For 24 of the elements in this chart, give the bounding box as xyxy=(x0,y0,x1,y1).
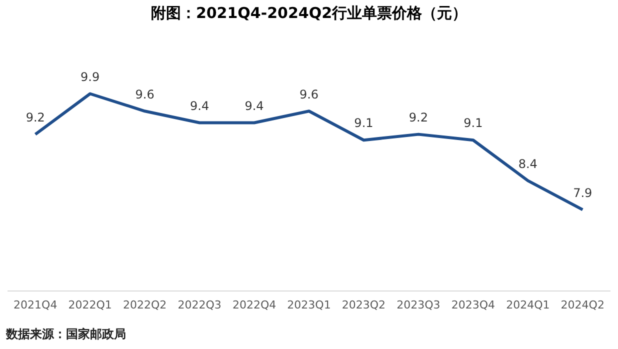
x-tick-label: 2023Q3 xyxy=(396,298,440,312)
x-tick-label: 2023Q2 xyxy=(342,298,386,312)
data-label: 7.9 xyxy=(573,186,592,200)
data-label: 9.2 xyxy=(408,110,428,124)
x-tick-label: 2024Q1 xyxy=(506,298,550,312)
chart-title: 附图：2021Q4-2024Q2行业单票价格（元） xyxy=(150,4,468,23)
x-tick-label: 2023Q1 xyxy=(287,298,331,312)
x-tick-label: 2024Q2 xyxy=(560,298,604,312)
data-label: 9.6 xyxy=(135,87,154,102)
data-label: 9.2 xyxy=(26,110,45,124)
x-tick-label: 2022Q1 xyxy=(68,298,112,312)
data-label: 9.4 xyxy=(244,98,264,113)
x-tick-label: 2021Q4 xyxy=(14,298,58,312)
data-label: 9.1 xyxy=(464,116,483,130)
x-tick-label: 2022Q4 xyxy=(232,298,276,312)
x-tick-label: 2022Q2 xyxy=(122,298,167,312)
x-tick-label: 2023Q4 xyxy=(451,298,496,312)
data-label: 9.9 xyxy=(80,70,100,84)
x-tick-label: 2022Q3 xyxy=(178,298,222,312)
data-label: 9.6 xyxy=(299,87,319,102)
source-note: 数据来源：国家邮政局 xyxy=(6,326,126,343)
data-label: 9.4 xyxy=(190,98,210,113)
data-label: 8.4 xyxy=(518,156,538,171)
data-label: 9.1 xyxy=(354,116,374,130)
